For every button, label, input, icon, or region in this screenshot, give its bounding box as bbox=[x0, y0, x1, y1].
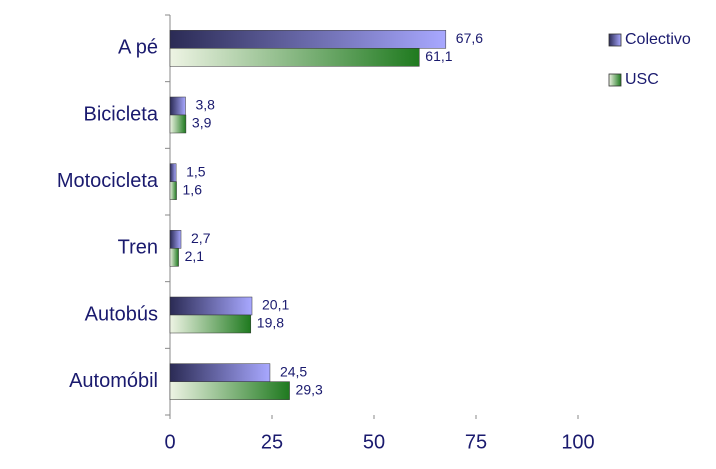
bar bbox=[169, 181, 177, 200]
category-label: Tren bbox=[118, 237, 158, 259]
category-label: Automóbil bbox=[69, 370, 158, 392]
legend-label: Colectivo bbox=[625, 31, 691, 48]
value-label: 29,3 bbox=[296, 381, 323, 397]
value-label: 1,6 bbox=[183, 181, 203, 197]
bar bbox=[169, 163, 177, 182]
value-label: 20,1 bbox=[262, 297, 289, 313]
x-tick-label: 0 bbox=[164, 431, 175, 453]
value-label: 3,9 bbox=[192, 115, 212, 131]
value-label: 19,8 bbox=[257, 315, 284, 331]
category-label: Bicicleta bbox=[84, 103, 159, 125]
bar bbox=[169, 248, 179, 267]
legend-swatch bbox=[608, 73, 622, 87]
bar bbox=[169, 48, 420, 67]
category-label: Autobús bbox=[85, 303, 158, 325]
bar bbox=[169, 96, 186, 116]
bar bbox=[169, 30, 447, 49]
value-label: 1,5 bbox=[186, 163, 206, 179]
bar bbox=[169, 114, 187, 134]
value-label: 3,8 bbox=[196, 97, 216, 113]
bar bbox=[169, 230, 182, 249]
legend-swatch bbox=[608, 33, 622, 47]
category-label: A pé bbox=[118, 37, 158, 59]
value-label: 2,7 bbox=[191, 230, 211, 246]
bar bbox=[169, 381, 290, 400]
legend-label: USC bbox=[625, 71, 659, 88]
value-label: 2,1 bbox=[185, 248, 205, 264]
value-label: 61,1 bbox=[425, 48, 452, 64]
category-label: Motocicleta bbox=[57, 170, 159, 192]
bar bbox=[169, 314, 252, 334]
value-label: 24,5 bbox=[280, 363, 307, 379]
bar bbox=[169, 363, 271, 382]
x-tick-label: 75 bbox=[465, 431, 487, 453]
value-label: 67,6 bbox=[456, 30, 483, 46]
x-tick-label: 25 bbox=[261, 431, 283, 453]
x-tick-label: 50 bbox=[363, 431, 385, 453]
x-tick-label: 100 bbox=[561, 431, 594, 453]
bar bbox=[169, 296, 253, 316]
